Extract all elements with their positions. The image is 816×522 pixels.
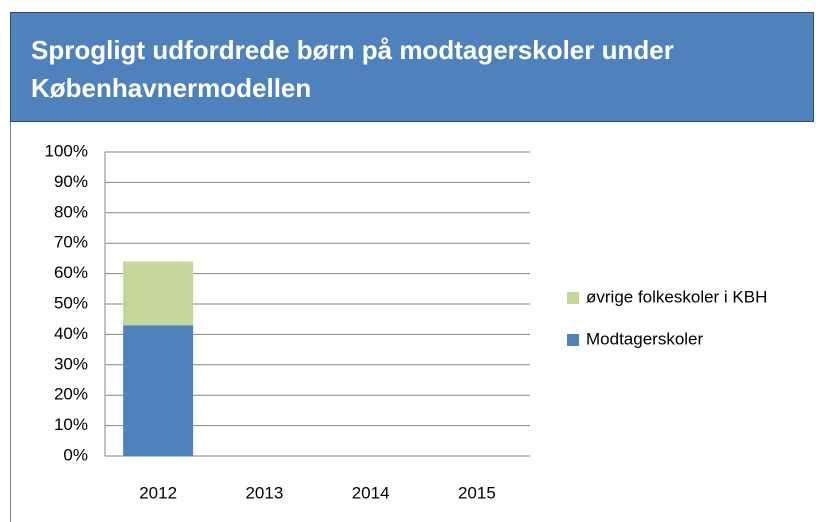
legend-label: øvrige folkeskoler i KBH bbox=[586, 287, 767, 306]
x-tick-label: 2014 bbox=[352, 483, 390, 502]
legend-label: Modtagerskoler bbox=[586, 329, 704, 348]
y-tick-label: 30% bbox=[54, 354, 88, 373]
y-tick-label: 100% bbox=[45, 141, 88, 160]
y-tick-label: 10% bbox=[54, 415, 88, 434]
y-tick-label: 20% bbox=[54, 385, 88, 404]
legend-swatch bbox=[567, 334, 579, 346]
x-tick-label: 2012 bbox=[139, 483, 177, 502]
y-tick-label: 70% bbox=[54, 233, 88, 252]
x-tick-label: 2015 bbox=[458, 483, 496, 502]
bar-segment bbox=[123, 325, 194, 456]
y-tick-label: 0% bbox=[63, 445, 88, 464]
y-tick-label: 50% bbox=[54, 293, 88, 312]
x-tick-label: 2013 bbox=[245, 483, 283, 502]
y-tick-label: 60% bbox=[54, 263, 88, 282]
y-tick-label: 80% bbox=[54, 202, 88, 221]
bar-segment bbox=[123, 261, 194, 326]
header: Sprogligt udfordrede børn på modtagersko… bbox=[10, 12, 814, 122]
chart-title: Sprogligt udfordrede børn på modtagersko… bbox=[31, 35, 674, 103]
y-tick-label: 90% bbox=[54, 172, 88, 191]
legend-swatch bbox=[567, 292, 579, 304]
y-tick-label: 40% bbox=[54, 324, 88, 343]
